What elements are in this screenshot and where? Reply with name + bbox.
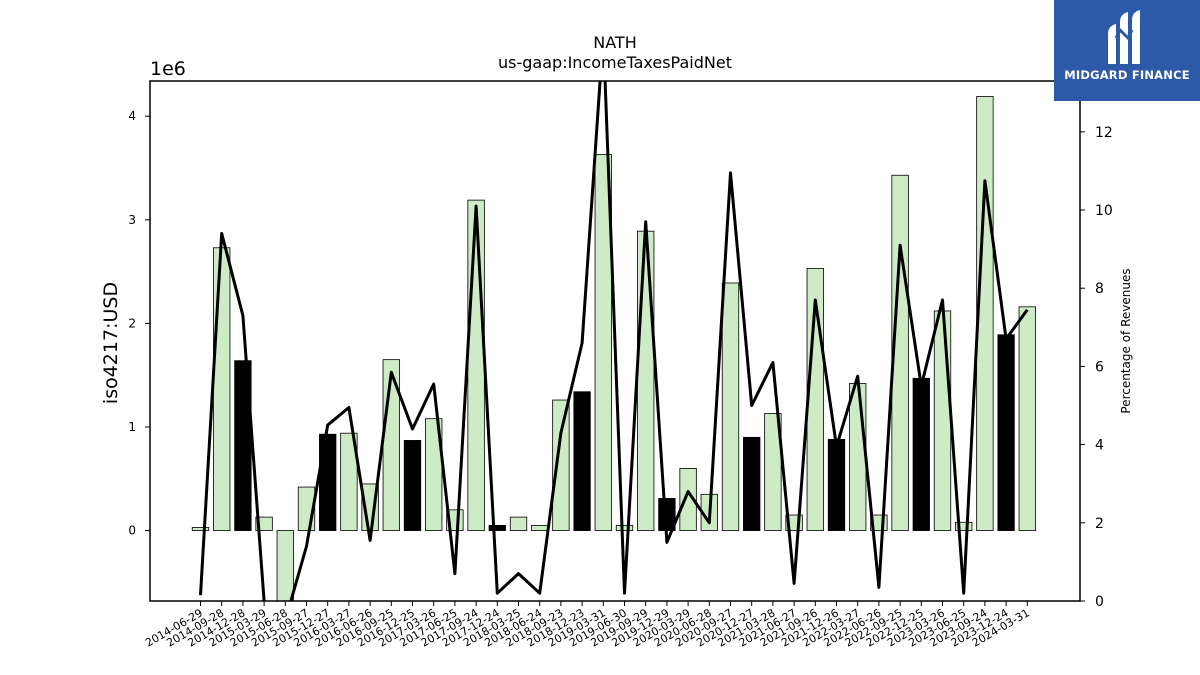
plot-frame — [149, 80, 1081, 602]
bar-2017-12-24 — [488, 524, 506, 531]
y-axis-left: 0 1 2 3 4 — [128, 109, 150, 538]
bar-2018-12-23 — [573, 391, 591, 531]
logo-text: MIDGARD FINANCE — [1064, 68, 1190, 82]
bar-2019-09-29 — [637, 230, 655, 531]
bar-2015-06-28 — [276, 530, 294, 601]
bar-2021-03-28 — [764, 413, 782, 531]
bar-2020-12-27 — [743, 436, 761, 531]
bar-2021-12-26 — [827, 439, 846, 531]
bar-2023-03-26 — [933, 310, 952, 531]
bar-2017-03-26 — [425, 418, 443, 531]
bar-2020-09-27 — [721, 282, 740, 531]
bar-2016-12-25 — [403, 440, 422, 531]
bar-2023-12-24 — [997, 334, 1015, 531]
bar-2014-09-28 — [213, 247, 231, 531]
revenue-percentage-series — [199, 81, 1029, 601]
bar-2024-03-31 — [1018, 306, 1036, 531]
bar-2019-03-31 — [594, 154, 612, 531]
bar-2015-12-27 — [319, 433, 337, 531]
revenue-percentage-line — [199, 81, 1029, 601]
y-tick-label: 0 — [128, 524, 136, 538]
midgard-finance-logo: MIDGARD FINANCE — [1054, 0, 1200, 101]
bar-2018-09-23 — [552, 399, 570, 531]
y2-tick-label: 12 — [1095, 125, 1113, 141]
bar-2020-03-29 — [679, 468, 697, 531]
y2-tick-label: 2 — [1095, 516, 1104, 532]
bar-2022-12-25 — [912, 377, 930, 531]
bar-2018-03-25 — [509, 516, 528, 531]
y2-tick-label: 4 — [1095, 438, 1104, 454]
y2-tick-label: 10 — [1095, 203, 1113, 219]
chart-title: NATH — [593, 33, 636, 52]
bar-2019-06-30 — [615, 524, 634, 531]
bar-2022-03-27 — [849, 383, 867, 531]
bar-2016-03-27 — [340, 432, 358, 531]
y-axis-label: iso4217:USD — [100, 282, 122, 404]
logo-mark-icon — [1108, 10, 1140, 64]
y-tick-label: 4 — [128, 109, 136, 123]
y-axis-right: 0 2 4 6 8 10 12 — [1080, 125, 1113, 610]
chart-subtitle: us-gaap:IncomeTaxesPaidNet — [498, 53, 732, 72]
y-tick-label: 1 — [128, 420, 136, 434]
bar-2023-06-25 — [955, 521, 973, 531]
y2-tick-label: 0 — [1095, 594, 1104, 610]
y2-tick-label: 8 — [1095, 281, 1104, 297]
y2-axis-label: Percentage of Revenues — [1119, 268, 1133, 413]
bar-2017-09-24 — [467, 199, 485, 531]
bar-2018-06-24 — [531, 524, 549, 531]
y-tick-label: 3 — [128, 213, 136, 227]
y-offset-label: 1e6 — [150, 58, 186, 80]
bar-2014-06-29 — [191, 527, 210, 531]
x-axis: 2014-06-292014-09-282014-12-282015-03-29… — [143, 601, 1032, 650]
y-tick-label: 2 — [128, 316, 136, 330]
y2-tick-label: 6 — [1095, 359, 1104, 375]
